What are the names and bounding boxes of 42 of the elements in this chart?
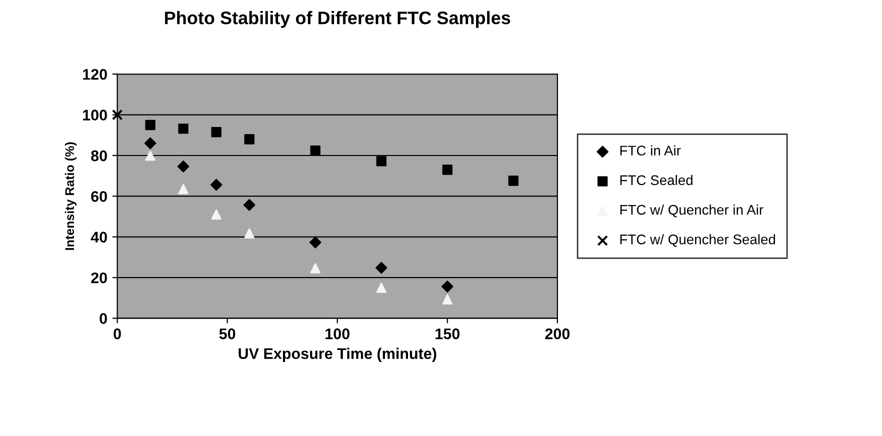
- point: [145, 120, 156, 130]
- legend-label: FTC w/ Quencher in Air: [620, 204, 764, 218]
- legend-label: FTC w/ Quencher Sealed: [620, 234, 776, 247]
- y-tick-label: 20: [91, 272, 107, 284]
- y-tick-label: 40: [90, 232, 107, 243]
- y-axis-title: Intensity Ratio (%): [64, 142, 77, 250]
- point: [211, 127, 222, 138]
- y-tick-label: 80: [91, 150, 107, 162]
- legend-label: FTC Sealed: [620, 174, 692, 186]
- x-tick-label: 50: [219, 328, 236, 340]
- point: [145, 150, 156, 161]
- point: [144, 137, 156, 150]
- chart-title: Photo Stability of Different FTC Samples: [165, 11, 510, 28]
- x-tick-label: 200: [545, 328, 570, 340]
- point: [309, 236, 322, 248]
- y-tick-label: 0: [100, 313, 107, 324]
- x-axis-title: UV Exposure Time (minute): [238, 348, 436, 362]
- point: [375, 262, 388, 274]
- point: [211, 209, 222, 220]
- point: [243, 199, 256, 211]
- point: [112, 109, 123, 120]
- point: [442, 164, 452, 175]
- y-tick-label: 120: [83, 68, 107, 80]
- point: [442, 294, 452, 304]
- x-tick-label: 0: [114, 328, 121, 340]
- point: [442, 280, 454, 292]
- point: [310, 263, 320, 274]
- point: [177, 160, 190, 172]
- point: [376, 156, 386, 166]
- legend-label: FTC in Air: [620, 145, 681, 156]
- point: [178, 124, 188, 134]
- x-tick-label: 150: [436, 328, 460, 340]
- point: [178, 184, 188, 194]
- point: [310, 146, 320, 156]
- y-tick-label: 100: [83, 110, 107, 120]
- point: [244, 228, 254, 239]
- point: [244, 134, 254, 144]
- x-tick-label: 100: [326, 328, 350, 340]
- point: [508, 176, 518, 186]
- point: [376, 282, 386, 293]
- y-tick-label: 60: [91, 191, 107, 202]
- point: [210, 178, 222, 191]
